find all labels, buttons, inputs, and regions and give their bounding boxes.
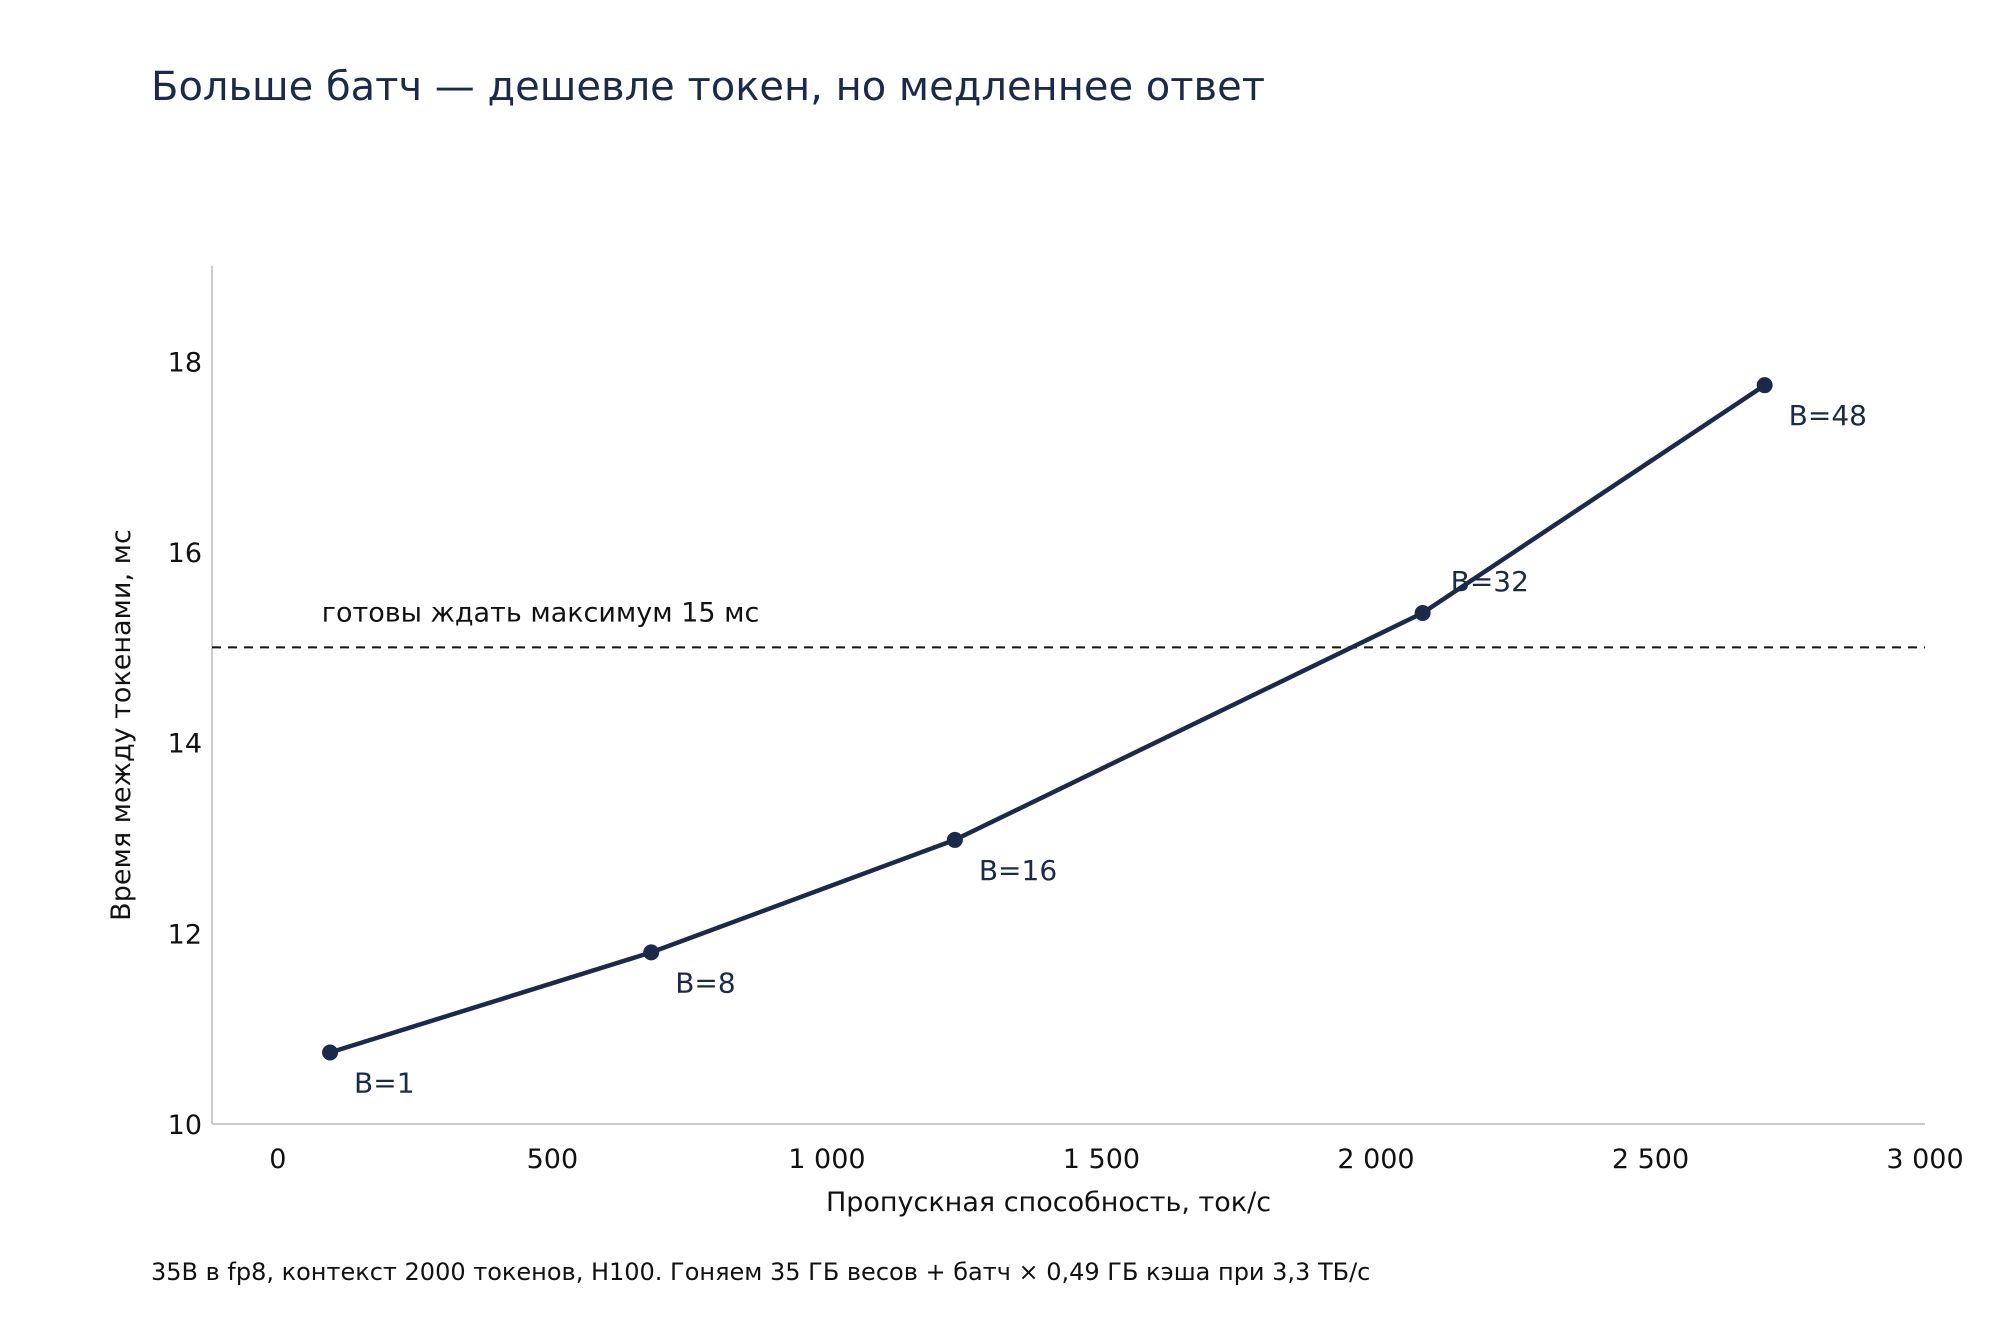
reference-group: готовы ждать максимум 15 мс: [212, 597, 1925, 649]
data-point-label: B=48: [1789, 399, 1867, 432]
data-point: [322, 1044, 339, 1061]
chart-title: Больше батч — дешевле токен, но медленне…: [151, 64, 1266, 110]
data-point: [1756, 377, 1773, 394]
x-tick-label: 1 000: [788, 1144, 865, 1175]
data-point-label: B=32: [1451, 565, 1529, 598]
x-tick-label: 1 500: [1063, 1144, 1140, 1175]
x-tick-label: 2 500: [1612, 1144, 1689, 1175]
x-tick-label: 500: [527, 1144, 579, 1175]
point-labels: B=1 B=8 B=16 B=32 B=48: [354, 399, 1867, 1099]
data-point-label: B=16: [979, 854, 1057, 887]
y-ticks: 10 12 14 16 18: [168, 347, 202, 1141]
y-tick-label: 16: [168, 538, 202, 569]
series-group: [322, 377, 1773, 1061]
x-tick-label: 2 000: [1337, 1144, 1414, 1175]
x-tick-label: 0: [269, 1144, 286, 1175]
y-tick-label: 14: [168, 729, 202, 760]
x-tick-label: 3 000: [1886, 1144, 1963, 1175]
threshold-label: готовы ждать максимум 15 мс: [322, 597, 760, 628]
y-tick-label: 12: [168, 919, 202, 950]
x-axis-label: Пропускная способность, ток/с: [826, 1187, 1271, 1218]
data-point-label: B=8: [675, 966, 735, 999]
series-line: [329, 383, 1766, 1055]
y-tick-label: 10: [168, 1110, 202, 1141]
data-point: [946, 831, 963, 848]
x-ticks: 0 500 1 000 1 500 2 000 2 500 3 000: [269, 1144, 1963, 1175]
footnote: 35B в fp8, контекст 2000 токенов, H100. …: [151, 1258, 1371, 1286]
y-axis-label: Время между токенами, мс: [106, 529, 137, 921]
axes: [211, 266, 1925, 1125]
data-point: [643, 944, 660, 961]
y-tick-label: 18: [168, 347, 202, 378]
data-point: [1414, 605, 1431, 622]
data-point-label: B=1: [354, 1067, 414, 1100]
